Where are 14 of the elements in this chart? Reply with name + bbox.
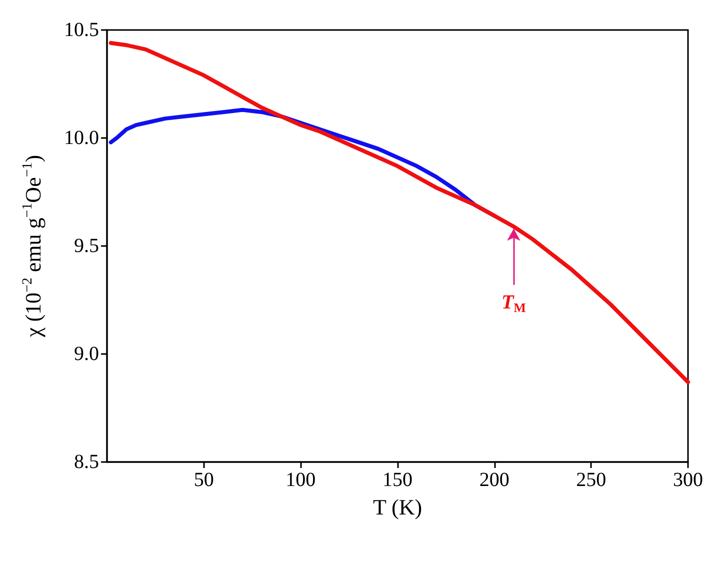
x-tick-label: 200 bbox=[479, 469, 510, 491]
y-tick-label: 10.0 bbox=[64, 127, 99, 149]
y-tick-label: 9.5 bbox=[74, 235, 99, 257]
x-tick-label: 50 bbox=[194, 469, 214, 491]
x-axis-title: T (K) bbox=[372, 494, 422, 520]
x-tick-label: 100 bbox=[286, 469, 316, 491]
y-tick-label: 9.0 bbox=[74, 343, 99, 365]
line-series bbox=[108, 40, 690, 384]
x-tick-label: 150 bbox=[382, 469, 412, 491]
y-tick-label: 8.5 bbox=[74, 451, 99, 473]
x-tick-label: 300 bbox=[673, 469, 703, 491]
x-tick-label: 250 bbox=[576, 469, 606, 491]
y-axis-title: χ (10−2 emu g−1Oe−1) bbox=[20, 154, 46, 338]
y-tick-label: 10.5 bbox=[64, 19, 99, 41]
